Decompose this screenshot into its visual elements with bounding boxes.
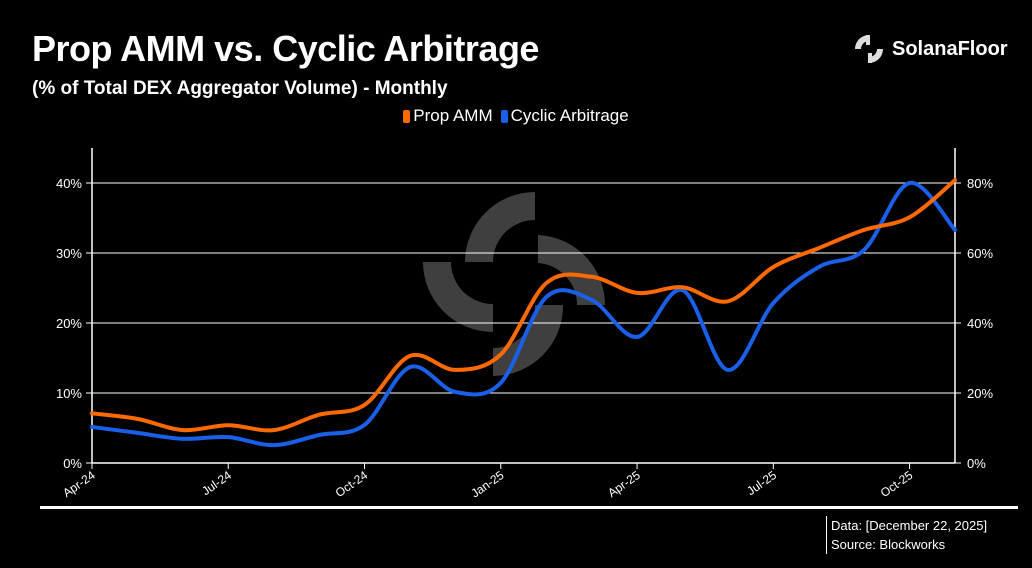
- divider: [40, 506, 1018, 509]
- y-tick-label-left: 0%: [63, 456, 82, 471]
- x-tick-label: Jul-24: [199, 468, 234, 498]
- watermark-logo-icon: [423, 192, 605, 376]
- data-date: Data: [December 22, 2025]: [831, 518, 988, 533]
- y-tick-label-right: 60%: [967, 246, 993, 261]
- series-line-prop-amm: [90, 178, 957, 433]
- legend-item-prop-amm[interactable]: Prop AMM: [403, 106, 493, 126]
- brand-name: SolanaFloor: [892, 37, 1008, 60]
- legend-item-cyclic-arbitrage[interactable]: Cyclic Arbitrage: [500, 106, 629, 126]
- x-tick-label: Jul-25: [744, 468, 779, 498]
- y-tick-label-right: 80%: [967, 176, 993, 191]
- x-tick-label: Apr-24: [60, 468, 98, 500]
- y-tick-label-left: 20%: [56, 316, 82, 331]
- x-tick-label: Apr-25: [605, 468, 643, 500]
- y-tick-label-right: 0%: [967, 456, 986, 471]
- y-tick-label-right: 20%: [967, 386, 993, 401]
- series-line-cyclic-arbitrage: [90, 180, 957, 448]
- y-tick-label-right: 40%: [967, 316, 993, 331]
- footer: Data: [December 22, 2025] Source: Blockw…: [826, 516, 987, 554]
- x-tick-label: Oct-25: [878, 468, 916, 500]
- x-tick-label: Oct-24: [333, 468, 371, 500]
- data-source: Source: Blockworks: [831, 537, 946, 552]
- y-tick-label-left: 30%: [56, 246, 82, 261]
- y-tick-label-left: 40%: [56, 176, 82, 191]
- chart-title: Prop AMM vs. Cyclic Arbitrage: [32, 28, 539, 69]
- legend-swatch: [403, 109, 411, 123]
- y-tick-label-left: 10%: [56, 386, 82, 401]
- legend-label: Prop AMM: [413, 106, 493, 125]
- x-tick-label: Jan-25: [468, 468, 506, 501]
- legend: Prop AMM Cyclic Arbitrage: [0, 106, 1032, 126]
- solanafloor-logo-icon: [855, 35, 883, 63]
- legend-swatch: [500, 109, 508, 123]
- legend-label: Cyclic Arbitrage: [510, 106, 629, 125]
- chart-subtitle: (% of Total DEX Aggregator Volume) - Mon…: [32, 78, 448, 99]
- brand-logo: SolanaFloor: [852, 32, 1008, 66]
